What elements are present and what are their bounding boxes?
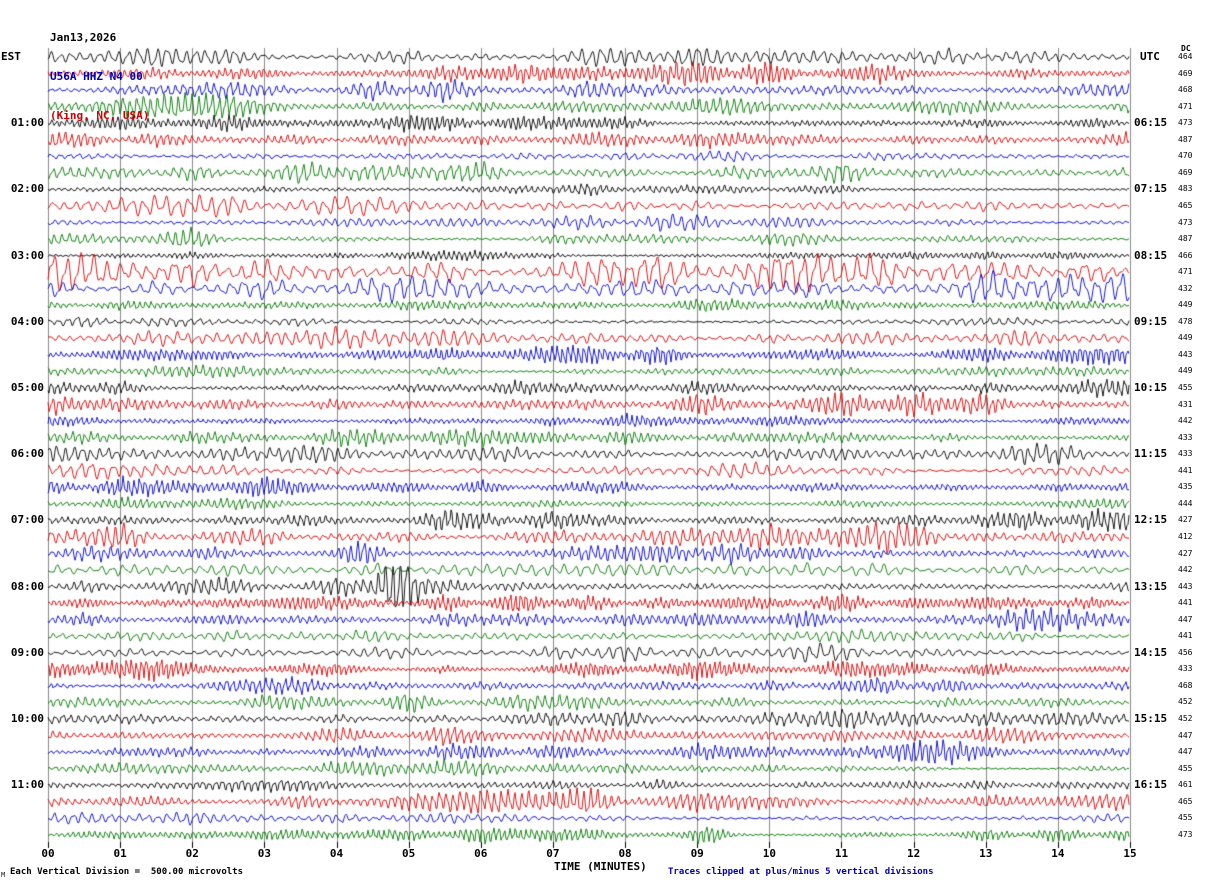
dc-value: 478 xyxy=(1178,316,1193,326)
minute-label: 00 xyxy=(41,847,55,860)
dc-value: 441 xyxy=(1178,598,1193,608)
est-hour-label: 06:00 xyxy=(10,447,44,461)
est-hour-label: 08:00 xyxy=(10,579,44,593)
minute-label: 05 xyxy=(402,847,416,860)
dc-value: 455 xyxy=(1178,813,1193,823)
dc-value: 469 xyxy=(1178,68,1193,78)
dc-value: 441 xyxy=(1178,631,1193,641)
dc-value: 465 xyxy=(1178,796,1193,806)
dc-value: 444 xyxy=(1178,498,1193,508)
dc-value: 452 xyxy=(1178,697,1193,707)
dc-value: 449 xyxy=(1178,300,1193,310)
dc-value: 473 xyxy=(1178,217,1193,227)
dc-value: 470 xyxy=(1178,151,1193,161)
minute-label: 03 xyxy=(257,847,272,860)
utc-hour-label: 07:15 xyxy=(1134,182,1168,196)
dc-value: 487 xyxy=(1178,134,1193,144)
utc-hour-label: 16:15 xyxy=(1134,778,1168,792)
minute-label: 12 xyxy=(906,847,921,860)
dc-value: 433 xyxy=(1178,449,1193,459)
utc-hour-label: 15:15 xyxy=(1134,712,1168,725)
dc-value: 447 xyxy=(1178,747,1193,757)
est-hour-label: 04:00 xyxy=(10,314,44,328)
utc-hour-label: 14:15 xyxy=(1134,645,1168,659)
dc-value: 432 xyxy=(1178,283,1193,293)
dc-value: 442 xyxy=(1178,565,1193,575)
dc-value: 461 xyxy=(1178,780,1193,790)
title-block: Jan13,2026 U56A HHZ N4 00 (King, NC, USA… xyxy=(50,5,149,148)
minute-label: 15 xyxy=(1123,847,1137,860)
dc-value: 465 xyxy=(1178,200,1193,210)
dc-value: 473 xyxy=(1178,118,1193,128)
dc-value: 452 xyxy=(1178,714,1193,723)
est-hour-label: 01:00 xyxy=(10,116,44,130)
dc-value: 427 xyxy=(1178,548,1193,558)
est-hour-label: 09:00 xyxy=(10,645,44,659)
minute-label: 14 xyxy=(1051,847,1065,860)
dc-value: 456 xyxy=(1178,647,1193,657)
dc-value: 443 xyxy=(1178,349,1193,359)
minute-label: 02 xyxy=(185,847,199,860)
utc-hour-label: 08:15 xyxy=(1134,248,1168,262)
minute-label: 08 xyxy=(618,847,632,860)
dc-value: 449 xyxy=(1178,333,1193,343)
dc-value: 435 xyxy=(1178,482,1193,492)
left-axis-label: EST xyxy=(1,50,21,63)
dc-value: 468 xyxy=(1178,85,1193,95)
minute-label: 04 xyxy=(329,847,344,860)
est-hour-label: 07:00 xyxy=(10,513,44,527)
dc-value: 447 xyxy=(1178,614,1193,624)
dc-value: 464 xyxy=(1178,52,1193,61)
utc-hour-label: 06:15 xyxy=(1134,116,1168,130)
minute-label: 01 xyxy=(113,847,127,860)
minute-label: 13 xyxy=(979,847,993,860)
minute-label: 07 xyxy=(546,847,560,860)
utc-hour-label: 12:15 xyxy=(1134,513,1168,527)
est-hour-label: 03:00 xyxy=(10,248,44,262)
est-hour-label: 10:00 xyxy=(10,712,44,725)
utc-hour-label: 11:15 xyxy=(1134,447,1168,461)
dc-value: 483 xyxy=(1178,184,1193,194)
dc-value: 412 xyxy=(1178,531,1193,541)
est-hour-label: 11:00 xyxy=(10,778,44,792)
dc-value: 443 xyxy=(1178,581,1193,591)
minute-label: 10 xyxy=(762,847,776,860)
dc-value: 471 xyxy=(1178,267,1193,277)
dc-value: 471 xyxy=(1178,101,1193,111)
dc-value: 427 xyxy=(1178,515,1193,525)
minute-label: 06 xyxy=(474,847,488,860)
x-axis-title: TIME (MINUTES) xyxy=(554,860,647,873)
est-hour-label: 02:00 xyxy=(10,182,44,196)
dc-value: 468 xyxy=(1178,680,1193,690)
dc-value: 473 xyxy=(1178,829,1193,839)
title-location: (King, NC, USA) xyxy=(50,109,150,122)
minute-label: 09 xyxy=(690,847,704,860)
utc-hour-label: 10:15 xyxy=(1134,381,1168,394)
dc-value: 455 xyxy=(1178,763,1193,773)
dc-value: 442 xyxy=(1178,416,1193,426)
title-station: U56A HHZ N4 00 xyxy=(50,70,143,83)
dc-value: 447 xyxy=(1178,730,1193,740)
dc-value: 433 xyxy=(1178,432,1193,442)
est-hour-label: 05:00 xyxy=(10,381,44,394)
corner-mark: M xyxy=(1,871,6,879)
dc-value: 455 xyxy=(1178,383,1193,392)
title-date: Jan13,2026 xyxy=(50,31,117,44)
footer-clip-note: Traces clipped at plus/minus 5 vertical … xyxy=(668,867,934,877)
dc-column-header: DC xyxy=(1181,44,1191,53)
dc-value: 449 xyxy=(1178,366,1193,376)
dc-value: 466 xyxy=(1178,250,1193,260)
dc-value: 433 xyxy=(1178,664,1193,674)
minute-label: 11 xyxy=(834,847,849,860)
right-axis-label: UTC xyxy=(1140,50,1160,63)
dc-value: 431 xyxy=(1178,399,1193,409)
dc-value: 469 xyxy=(1178,167,1193,177)
dc-value: 441 xyxy=(1178,465,1193,475)
utc-hour-label: 13:15 xyxy=(1134,579,1168,593)
footer-scale-note: Each Vertical Division = 500.00 microvol… xyxy=(10,867,243,877)
utc-hour-label: 09:15 xyxy=(1134,314,1168,328)
dc-value: 487 xyxy=(1178,234,1193,244)
